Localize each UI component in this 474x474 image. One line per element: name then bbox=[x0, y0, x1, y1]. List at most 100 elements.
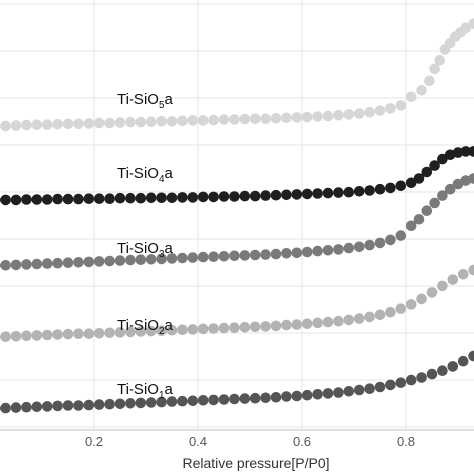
data-point bbox=[395, 100, 407, 111]
data-point bbox=[177, 192, 188, 203]
data-point bbox=[333, 244, 344, 255]
data-point bbox=[460, 22, 472, 34]
data-point bbox=[73, 400, 84, 411]
data-point bbox=[249, 392, 261, 404]
data-point bbox=[177, 252, 188, 264]
data-point bbox=[239, 190, 251, 202]
data-point bbox=[93, 399, 105, 410]
data-point bbox=[312, 111, 323, 122]
data-point bbox=[229, 191, 240, 202]
data-point bbox=[364, 239, 375, 251]
data-point bbox=[187, 252, 199, 263]
series-layer bbox=[0, 18, 474, 414]
data-point bbox=[208, 114, 219, 126]
data-point bbox=[145, 397, 157, 408]
data-point bbox=[177, 324, 188, 336]
data-point bbox=[145, 116, 157, 127]
series-label: Ti-SiO4a bbox=[117, 165, 174, 185]
data-point bbox=[343, 314, 355, 326]
data-point bbox=[197, 395, 209, 406]
data-point bbox=[104, 327, 115, 339]
data-point bbox=[291, 189, 303, 200]
data-point bbox=[83, 256, 95, 268]
data-point bbox=[0, 402, 11, 414]
data-point bbox=[405, 220, 417, 232]
x-tick-label: 0.2 bbox=[85, 434, 103, 449]
data-point bbox=[187, 115, 199, 126]
data-point bbox=[52, 329, 63, 340]
data-point bbox=[229, 322, 240, 334]
data-point bbox=[41, 194, 53, 205]
data-point bbox=[405, 91, 417, 103]
data-point bbox=[73, 193, 84, 205]
data-point bbox=[281, 391, 292, 402]
data-point bbox=[135, 116, 147, 128]
data-point bbox=[343, 386, 355, 397]
data-point bbox=[270, 113, 282, 124]
data-point bbox=[0, 120, 11, 132]
data-point bbox=[405, 299, 417, 310]
data-point bbox=[322, 245, 334, 256]
data-point bbox=[270, 392, 282, 403]
data-point bbox=[21, 259, 32, 270]
data-point bbox=[31, 119, 43, 130]
data-point bbox=[291, 319, 303, 330]
data-point bbox=[145, 325, 157, 337]
data-point bbox=[260, 249, 271, 260]
data-point bbox=[434, 54, 446, 66]
data-point bbox=[177, 395, 188, 407]
data-point bbox=[104, 117, 115, 129]
data-point bbox=[135, 192, 147, 204]
x-tick-label: 0.4 bbox=[189, 434, 207, 449]
x-tick-label: 0.8 bbox=[397, 434, 415, 449]
data-point bbox=[31, 401, 43, 413]
data-point bbox=[156, 192, 167, 204]
data-point bbox=[385, 103, 396, 114]
data-point bbox=[229, 393, 240, 405]
data-point bbox=[281, 189, 292, 201]
data-point bbox=[52, 400, 63, 412]
series-label: Ti-SiO5a bbox=[117, 91, 174, 111]
data-point bbox=[0, 331, 11, 343]
data-point bbox=[93, 117, 105, 129]
data-point bbox=[104, 398, 115, 410]
data-point bbox=[93, 328, 105, 339]
data-point bbox=[429, 197, 440, 209]
data-point bbox=[41, 401, 53, 412]
data-point bbox=[421, 205, 433, 216]
data-point bbox=[156, 253, 167, 265]
data-point bbox=[10, 402, 22, 413]
data-point bbox=[31, 330, 43, 341]
data-point bbox=[218, 114, 230, 125]
data-point bbox=[166, 253, 178, 264]
data-point bbox=[301, 246, 313, 258]
data-point bbox=[218, 322, 230, 334]
data-point bbox=[374, 309, 386, 321]
data-point bbox=[156, 116, 167, 127]
data-point bbox=[405, 374, 417, 386]
series-labels: Ti-SiO5a Ti-SiO4a Ti-SiO3a Ti-SiO2a Ti-SiO1a bbox=[117, 91, 174, 401]
data-point bbox=[21, 401, 32, 413]
data-point bbox=[104, 193, 115, 204]
data-point bbox=[416, 85, 427, 96]
data-point bbox=[166, 192, 178, 204]
data-point bbox=[166, 396, 178, 407]
series-label: Ti-SiO3a bbox=[117, 240, 174, 260]
data-point bbox=[156, 396, 167, 408]
data-point bbox=[93, 256, 105, 267]
data-point bbox=[10, 331, 22, 342]
data-point bbox=[447, 274, 459, 285]
data-point bbox=[374, 105, 386, 116]
data-point bbox=[21, 194, 32, 205]
data-point bbox=[291, 390, 303, 402]
data-point bbox=[364, 106, 375, 118]
data-point bbox=[125, 254, 136, 266]
data-point bbox=[218, 191, 230, 202]
data-point bbox=[291, 112, 303, 123]
data-point bbox=[62, 118, 74, 130]
data-point bbox=[468, 264, 474, 276]
data-point bbox=[73, 257, 84, 268]
series-label: Ti-SiO2a bbox=[117, 317, 174, 337]
data-point bbox=[0, 197, 1, 203]
